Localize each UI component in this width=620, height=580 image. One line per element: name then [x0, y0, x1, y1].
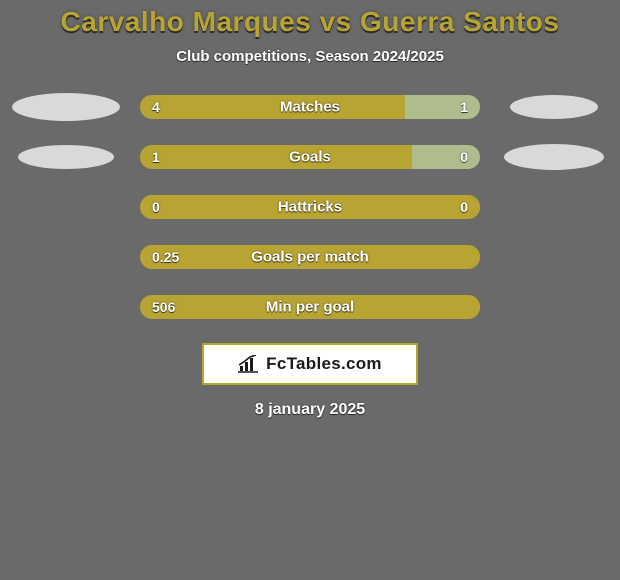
- bar-chart-icon: [238, 355, 260, 373]
- right-marker-slot: [498, 95, 610, 119]
- date-label: 8 january 2025: [0, 401, 620, 419]
- stat-left-value: 1: [152, 149, 160, 165]
- stat-left-value: 0.25: [152, 249, 179, 265]
- comparison-infographic: Carvalho Marques vs Guerra Santos Club c…: [0, 0, 620, 580]
- ellipse-marker: [504, 144, 604, 170]
- stat-bar: 0 0 Hattricks: [140, 195, 480, 219]
- stat-label: Hattricks: [278, 199, 342, 216]
- stat-left-value: 4: [152, 99, 160, 115]
- stat-bar: 0.25 Goals per match: [140, 245, 480, 269]
- stat-row: 0.25 Goals per match: [0, 243, 620, 271]
- bar-left-fill: [140, 145, 412, 169]
- stat-rows: 4 1 Matches 1 0 Goals 0 0 Hattricks 0.25 Goals per…: [0, 93, 620, 321]
- brand-text: FcTables.com: [266, 354, 382, 374]
- stat-left-value: 506: [152, 299, 175, 315]
- stat-left-value: 0: [152, 199, 160, 215]
- ellipse-marker: [12, 93, 120, 121]
- bar-right-fill: [412, 145, 480, 169]
- left-marker-slot: [10, 93, 122, 121]
- stat-right-value: 0: [460, 199, 468, 215]
- bar-right-fill: [405, 95, 480, 119]
- stat-bar: 4 1 Matches: [140, 95, 480, 119]
- stat-row: 506 Min per goal: [0, 293, 620, 321]
- stat-bar: 1 0 Goals: [140, 145, 480, 169]
- page-title: Carvalho Marques vs Guerra Santos: [0, 0, 620, 38]
- stat-row: 0 0 Hattricks: [0, 193, 620, 221]
- stat-row: 4 1 Matches: [0, 93, 620, 121]
- stat-right-value: 0: [460, 149, 468, 165]
- stat-label: Goals per match: [251, 249, 369, 266]
- ellipse-marker: [18, 145, 114, 169]
- stat-label: Goals: [289, 149, 331, 166]
- ellipse-marker: [510, 95, 598, 119]
- stat-row: 1 0 Goals: [0, 143, 620, 171]
- subtitle: Club competitions, Season 2024/2025: [0, 48, 620, 65]
- stat-bar: 506 Min per goal: [140, 295, 480, 319]
- right-marker-slot: [498, 144, 610, 170]
- brand-badge: FcTables.com: [202, 343, 418, 385]
- bar-left-fill: [140, 95, 405, 119]
- stat-label: Min per goal: [266, 299, 354, 316]
- left-marker-slot: [10, 145, 122, 169]
- stat-label: Matches: [280, 99, 340, 116]
- stat-right-value: 1: [460, 99, 468, 115]
